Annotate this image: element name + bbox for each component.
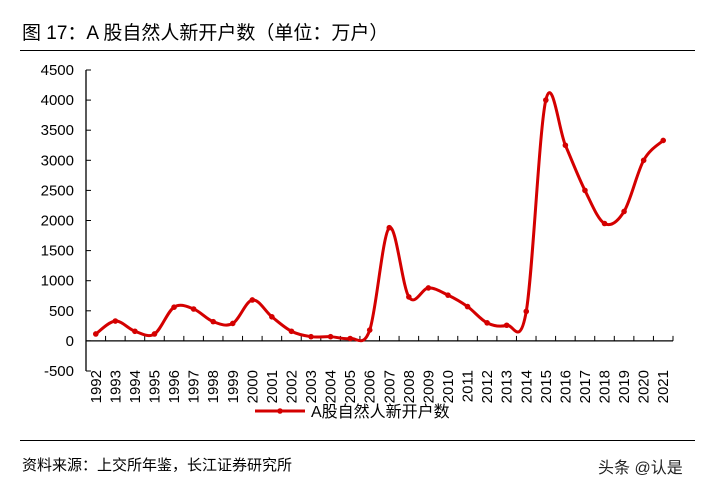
y-tick-label: 3500 (41, 122, 74, 139)
data-point (464, 303, 471, 310)
data-point (308, 333, 314, 340)
x-tick-label: 1992 (88, 370, 105, 403)
data-point (347, 335, 353, 342)
x-tick-label: 2000 (244, 370, 261, 403)
data-point (132, 328, 138, 335)
x-tick-label: 2001 (264, 370, 281, 403)
data-point (92, 331, 99, 337)
x-tick-label: 2004 (323, 370, 340, 403)
data-point (210, 318, 216, 325)
x-tick-label: 2018 (597, 370, 614, 403)
x-tick-label: 2019 (616, 370, 633, 403)
data-point (640, 157, 647, 164)
y-tick-label: 1500 (41, 243, 74, 260)
y-tick-label: -500 (44, 363, 74, 380)
x-tick-label: 1998 (205, 370, 222, 403)
data-point (171, 304, 177, 310)
data-point (190, 306, 197, 312)
y-tick-label: 4500 (41, 62, 74, 79)
x-tick-label: 2012 (479, 370, 496, 403)
x-tick-label: 2003 (303, 370, 320, 403)
x-tick-label: 1999 (225, 370, 242, 403)
data-point (249, 297, 256, 303)
data-point (151, 331, 158, 337)
y-tick-label: 0 (66, 333, 74, 350)
data-point (660, 137, 667, 144)
x-tick-label: 1997 (186, 370, 203, 403)
x-tick-label: 2017 (577, 370, 594, 403)
top-divider (20, 50, 695, 51)
y-tick-label: 1000 (41, 273, 74, 290)
y-tick-label: 500 (49, 303, 74, 320)
x-tick-label: 2007 (381, 370, 398, 403)
x-tick-label: 2021 (655, 370, 672, 403)
data-point (484, 320, 490, 326)
data-point (229, 320, 236, 327)
x-tick-label: 1993 (107, 370, 124, 403)
legend-label: A股自然人新开户数 (311, 403, 450, 421)
x-tick-label: 2020 (636, 370, 653, 403)
data-point (523, 308, 530, 315)
data-point (543, 97, 549, 103)
data-point (621, 208, 627, 215)
y-tick-label: 2000 (41, 213, 74, 230)
y-tick-label: 4000 (41, 92, 74, 109)
x-tick-label: 2005 (342, 370, 359, 403)
source-note: 资料来源：上交所年鉴，长江证券研究所 (22, 457, 293, 474)
x-tick-label: 2008 (401, 370, 418, 403)
data-point (503, 322, 510, 329)
data-point (327, 333, 334, 340)
data-point (562, 142, 569, 149)
x-tick-label: 1995 (146, 370, 163, 403)
x-tick-label: 2016 (557, 370, 574, 403)
data-point (288, 328, 295, 335)
x-tick-label: 2011 (460, 370, 477, 402)
x-tick-label: 2014 (518, 370, 535, 403)
data-point (582, 187, 588, 194)
y-tick-label: 2500 (41, 182, 74, 199)
watermark: 头条 @认是 (598, 460, 683, 477)
series-line (94, 91, 665, 343)
x-tick-label: 1994 (127, 370, 144, 403)
x-tick-label: 2002 (283, 370, 300, 403)
x-tick-label: 2015 (538, 370, 555, 403)
x-tick-label: 2013 (499, 370, 516, 403)
data-point (406, 294, 412, 300)
data-point (269, 314, 275, 320)
data-point (601, 220, 608, 227)
data-point (425, 285, 432, 291)
x-tick-label: 2009 (420, 370, 437, 403)
x-tick-label: 2010 (440, 370, 457, 403)
data-point (366, 327, 373, 333)
legend-marker (277, 408, 283, 414)
figure-title: 图 17：A 股自然人新开户数（单位：万户） (22, 23, 389, 44)
x-tick-label: 1996 (166, 370, 183, 403)
data-point (386, 224, 393, 231)
x-tick-label: 2006 (362, 370, 379, 403)
data-point (112, 318, 119, 324)
bottom-divider (20, 440, 695, 441)
y-tick-label: 3000 (41, 152, 74, 169)
data-point (445, 292, 451, 298)
